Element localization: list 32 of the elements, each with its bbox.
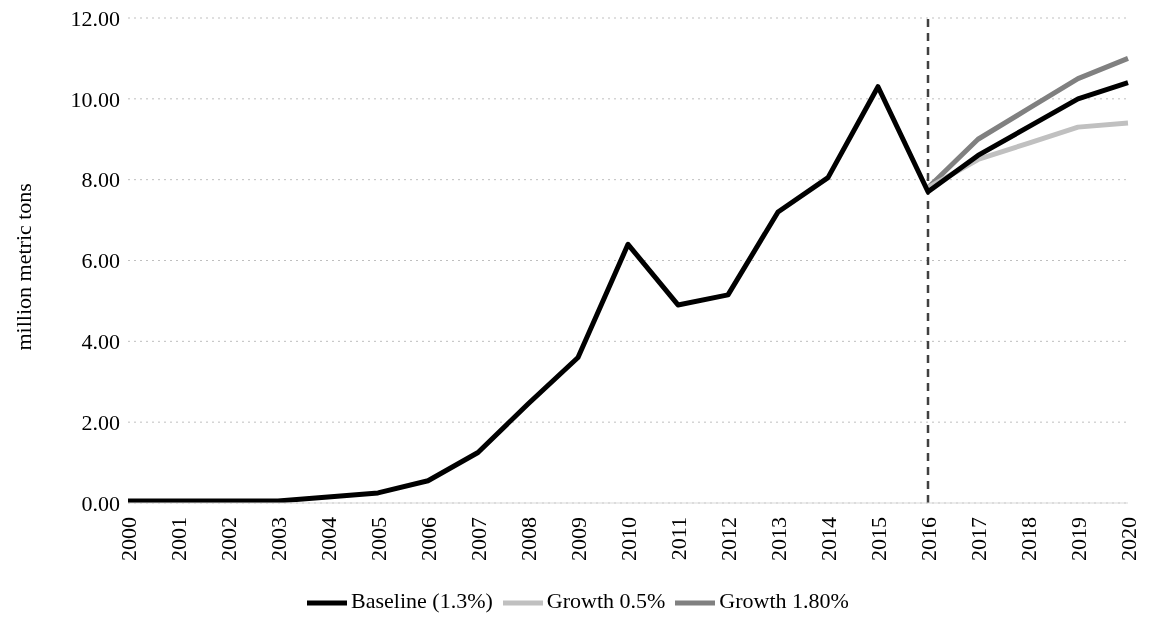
y-tick-label: 6.00: [81, 248, 120, 274]
x-tick-label: 2016: [915, 517, 941, 561]
y-tick-label: 0.00: [81, 490, 120, 516]
x-tick-label: 2014: [815, 517, 841, 561]
y-tick-label: 8.00: [81, 167, 120, 193]
x-tick-label: 2020: [1115, 517, 1141, 561]
x-tick-label: 2019: [1065, 517, 1091, 561]
x-tick-label: 2013: [765, 517, 791, 561]
x-tick-label: 2000: [115, 517, 141, 561]
x-tick-label: 2015: [865, 517, 891, 561]
legend-label: Growth 1.80%: [719, 588, 849, 614]
x-tick-label: 2012: [715, 517, 741, 561]
x-tick-label: 2018: [1015, 517, 1041, 561]
x-tick-label: 2010: [615, 517, 641, 561]
x-tick-label: 2003: [265, 517, 291, 561]
x-tick-label: 2017: [965, 517, 991, 561]
x-tick-label: 2006: [415, 517, 441, 561]
x-tick-label: 2001: [165, 517, 191, 561]
x-tick-label: 2004: [315, 517, 341, 561]
x-tick-label: 2009: [565, 517, 591, 561]
x-tick-label: 2011: [665, 517, 691, 561]
legend-label: Baseline (1.3%): [351, 588, 493, 614]
y-axis-title: million metric tons: [10, 183, 36, 351]
y-tick-label: 10.00: [70, 86, 120, 112]
legend-label: Growth 0.5%: [546, 588, 666, 614]
x-tick-label: 2005: [365, 517, 391, 561]
x-tick-label: 2007: [465, 517, 491, 561]
y-tick-label: 12.00: [70, 5, 120, 31]
x-tick-label: 2008: [515, 517, 541, 561]
y-tick-label: 2.00: [81, 409, 120, 435]
y-tick-label: 4.00: [81, 329, 120, 355]
x-tick-label: 2002: [215, 517, 241, 561]
